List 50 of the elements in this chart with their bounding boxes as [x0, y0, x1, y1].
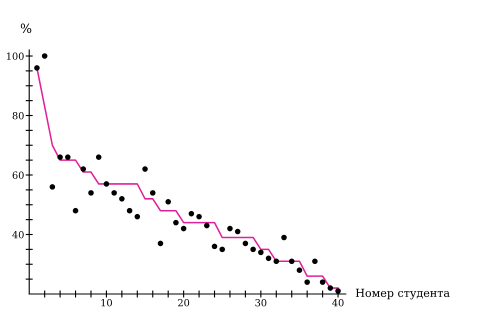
point: [212, 244, 218, 250]
point: [296, 267, 302, 273]
point: [80, 166, 86, 172]
point: [104, 181, 110, 187]
point: [50, 184, 56, 190]
point: [234, 228, 240, 234]
point: [266, 256, 272, 262]
x-tick-label: 10: [101, 299, 112, 306]
point: [274, 258, 280, 264]
point: [65, 154, 71, 160]
point: [304, 279, 310, 285]
point: [320, 279, 326, 285]
point: [57, 154, 63, 160]
point: [126, 208, 132, 214]
point: [111, 190, 117, 196]
point: [142, 166, 148, 172]
y-tick-label: 80: [12, 112, 24, 120]
x-axis-title: Номер студента: [356, 288, 450, 300]
point: [204, 222, 210, 228]
point: [42, 53, 48, 59]
x-tick-label: 40: [332, 299, 344, 306]
x-tick-label: 30: [255, 299, 266, 306]
point: [250, 246, 256, 252]
point: [88, 190, 94, 196]
point: [258, 250, 264, 256]
point: [34, 65, 40, 71]
point: [328, 285, 334, 291]
point: [312, 258, 318, 264]
point: [288, 258, 295, 264]
point: [281, 234, 287, 240]
point: [134, 214, 140, 220]
point: [165, 199, 171, 205]
x-tick-label: 20: [178, 299, 190, 306]
y-tick-label: 60: [12, 171, 24, 179]
y-tick-label: 40: [12, 230, 24, 238]
point: [119, 196, 125, 202]
y-tick-label: 100: [6, 52, 24, 60]
point: [188, 210, 194, 216]
point: [150, 190, 156, 196]
point: [227, 226, 233, 232]
point: [219, 246, 226, 252]
point: [180, 226, 186, 232]
point: [242, 240, 248, 246]
point: [96, 154, 102, 160]
point: [173, 220, 179, 226]
point: [335, 288, 341, 294]
point: [158, 240, 164, 246]
y-axis-title: %: [20, 24, 32, 34]
point: [72, 208, 78, 214]
point: [196, 214, 202, 220]
